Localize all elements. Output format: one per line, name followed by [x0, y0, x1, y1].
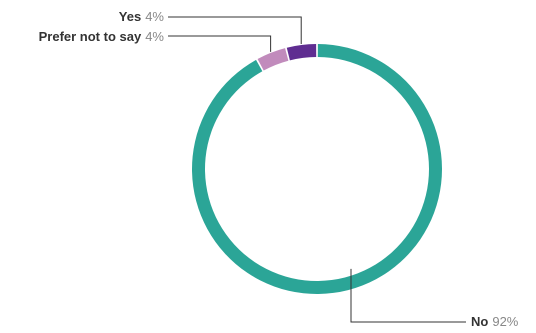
slice-label-value: 92%	[492, 314, 518, 329]
slice-yes	[286, 44, 317, 61]
leader-line-prefer-not-to-say	[168, 35, 272, 52]
slice-label-value: 4%	[145, 9, 164, 24]
slice-label-value: 4%	[145, 29, 164, 44]
slice-label-name: No	[471, 314, 488, 329]
slice-labels: No 92% Prefer not to say 4% Yes 4%	[39, 9, 519, 329]
slice-label-name: Yes	[119, 9, 141, 24]
slice-label-prefer-not-to-say: Prefer not to say 4%	[39, 29, 165, 44]
leader-lines	[168, 16, 466, 323]
slice-label-yes: Yes 4%	[119, 9, 165, 24]
leader-line-yes	[168, 16, 302, 44]
slice-label-name: Prefer not to say	[39, 29, 142, 44]
slice-label-no: No 92%	[471, 314, 519, 329]
donut-slices	[191, 44, 442, 294]
leader-line-no	[350, 268, 466, 323]
slice-prefer-not-to-say	[257, 48, 289, 71]
slice-no	[191, 44, 442, 294]
